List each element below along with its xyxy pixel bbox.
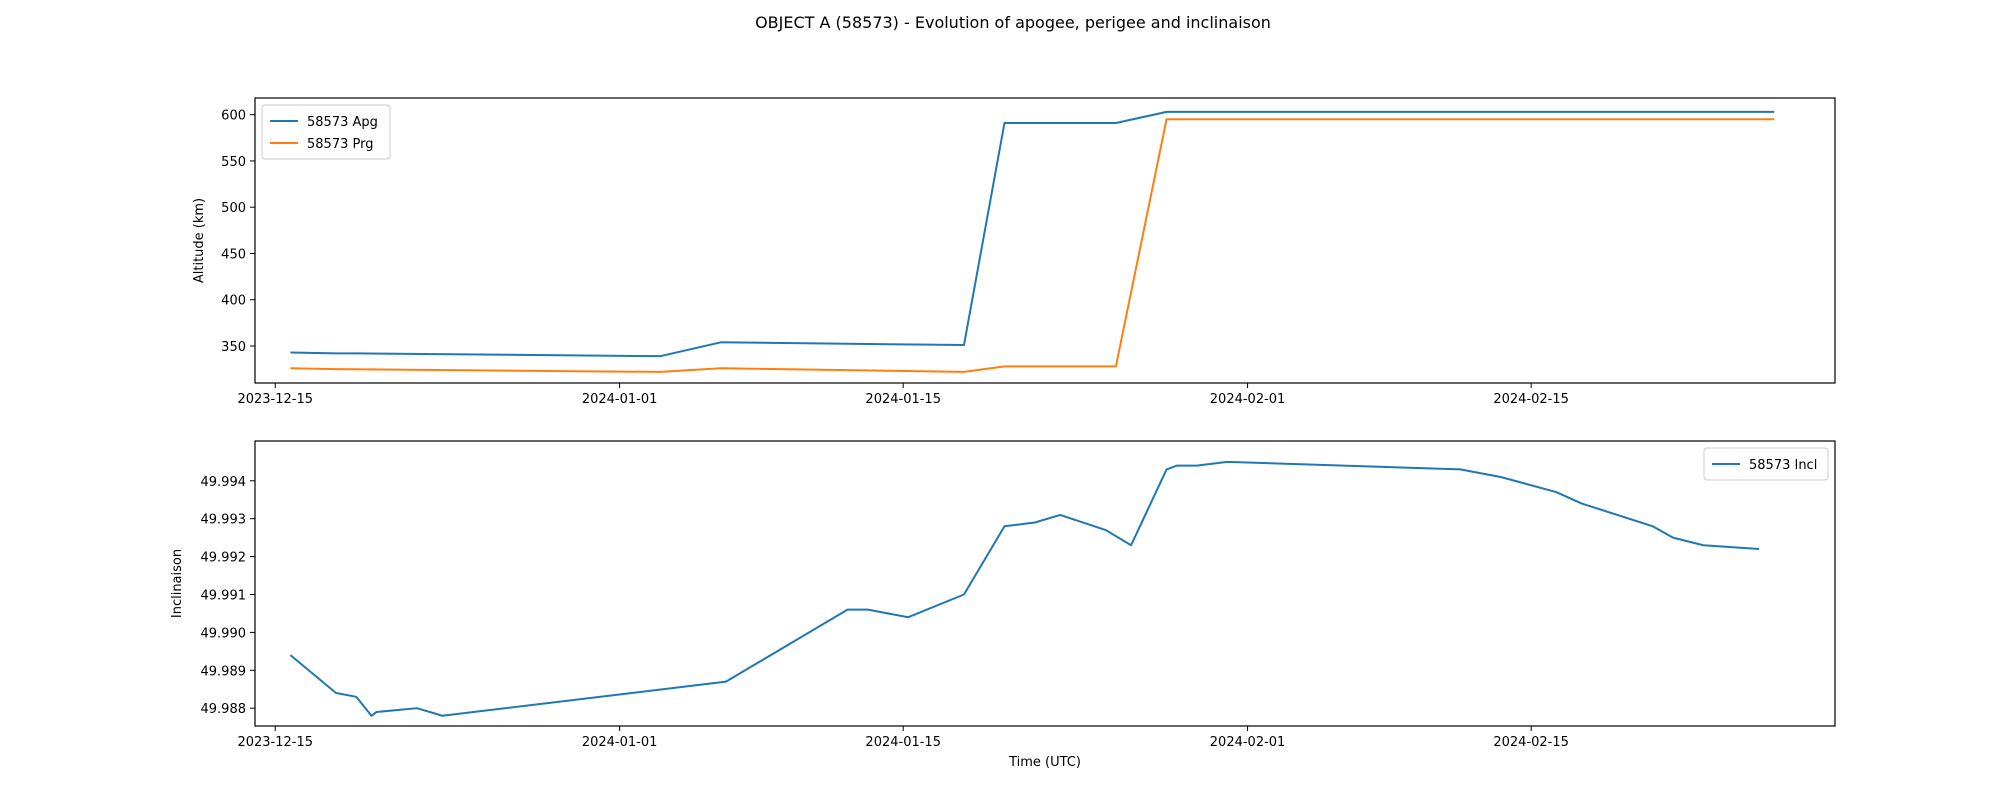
- panel-2-x-tick-label-4: 2024-02-01: [1210, 735, 1286, 750]
- panel-1-x-tick-label-3: 2024-01-15: [865, 392, 941, 407]
- panel-2-x-tick-label-5: 2024-02-15: [1493, 735, 1569, 750]
- panel-1-legend-label-1: 58573 Apg: [307, 115, 378, 130]
- panel-2-y-tick-label-1: 49.988: [201, 702, 247, 717]
- panel-1-y-tick-label-2: 400: [221, 294, 246, 309]
- panel-1-y-tick-label-5: 550: [221, 155, 246, 170]
- panel-1-series-line-2: [290, 118, 1775, 373]
- panel-1-legend-label-2: 58573 Prg: [307, 137, 373, 152]
- panel-1-x-tick-label-1: 2023-12-15: [237, 392, 313, 407]
- panel-1-y-tick-label-1: 350: [221, 340, 246, 355]
- panel-1-y-tick-label-6: 600: [221, 109, 246, 124]
- panel-1-legend-box: [261, 104, 391, 160]
- panel-2-y-axis-label: Inclinaison: [170, 549, 185, 618]
- panel-2-y-tick-label-3: 49.990: [201, 626, 247, 641]
- panel-1-legend: 58573 Apg 58573 Prg: [261, 104, 391, 160]
- panel-1: 2023-12-15 2024-01-01 2024-01-15 2024-02-01…: [192, 97, 1836, 407]
- panel-2-y-tick-label-2: 49.989: [201, 664, 247, 679]
- panel-2-x-tick-label-1: 2023-12-15: [237, 735, 313, 750]
- chart-title: OBJECT A (58573) - Evolution of apogee, …: [755, 13, 1271, 32]
- panel-2-y-tick-label-4: 49.991: [201, 588, 247, 603]
- panel-2-x-tick-label-2: 2024-01-01: [582, 735, 658, 750]
- panel-1-frame: [254, 97, 1836, 384]
- panel-2: 2023-12-15 2024-01-01 2024-01-15 2024-02-01…: [170, 440, 1836, 770]
- panel-2-legend-label-1: 58573 Incl: [1749, 458, 1817, 473]
- panel-1-x-tick-label-2: 2024-01-01: [582, 392, 658, 407]
- axes-root: 2023-12-15 2024-01-01 2024-01-15 2024-02-01…: [170, 97, 1836, 770]
- panel-1-y-axis-label: Altitude (km): [192, 198, 207, 283]
- panel-2-frame: [254, 440, 1836, 727]
- panel-2-legend-box: [1703, 447, 1829, 481]
- panel-2-x-axis-label: Time (UTC): [1008, 755, 1081, 770]
- panel-1-y-tick-label-3: 450: [221, 247, 246, 262]
- panel-2-x-tick-label-3: 2024-01-15: [865, 735, 941, 750]
- panel-1-series-line-1: [290, 110, 1775, 358]
- panel-2-series-line-1: [289, 460, 1760, 717]
- panel-2-y-tick-label-6: 49.993: [201, 513, 247, 528]
- panel-1-x-tick-label-5: 2024-02-15: [1493, 392, 1569, 407]
- panel-1-x-tick-label-4: 2024-02-01: [1210, 392, 1286, 407]
- panel-2-y-tick-label-5: 49.992: [201, 551, 247, 566]
- panel-2-y-tick-label-7: 49.994: [201, 475, 247, 490]
- panel-2-legend: 58573 Incl: [1703, 447, 1829, 481]
- panel-1-y-tick-label-4: 500: [221, 201, 246, 216]
